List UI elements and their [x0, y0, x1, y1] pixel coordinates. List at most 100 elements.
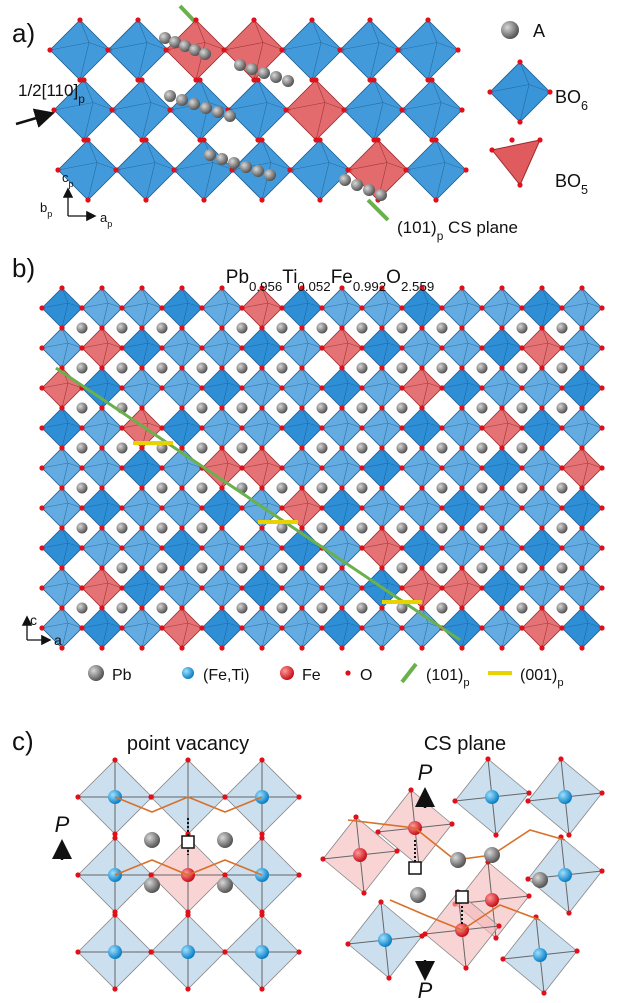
octahedron	[242, 368, 282, 408]
pb-atom	[117, 603, 128, 614]
octahedron	[242, 568, 282, 608]
text-part: BO	[555, 87, 581, 107]
oxygen	[179, 365, 184, 370]
oxygen	[499, 645, 504, 650]
oxygen	[79, 505, 84, 510]
a-site	[282, 75, 294, 87]
oxygen	[425, 17, 430, 22]
legend-fe-ti	[182, 667, 194, 679]
pb-atom	[357, 403, 368, 414]
oxygen	[193, 17, 198, 22]
octahedron	[242, 448, 282, 488]
oxygen	[489, 147, 494, 152]
oxygen	[39, 505, 44, 510]
a-site	[246, 63, 258, 75]
axis-label: ap	[100, 210, 112, 229]
pb-atom	[317, 563, 328, 574]
oxygen	[419, 645, 424, 650]
oxygen	[139, 605, 144, 610]
oxygen	[519, 345, 524, 350]
octahedron	[322, 368, 362, 408]
pb-atom	[77, 443, 88, 454]
oxygen	[319, 425, 324, 430]
element: Ti	[282, 267, 297, 288]
octahedron	[82, 608, 122, 648]
pb-atom	[77, 363, 88, 374]
a-site	[204, 149, 216, 161]
oxygen	[499, 285, 504, 290]
oxygen	[119, 425, 124, 430]
octahedron	[162, 488, 202, 528]
oxygen	[119, 585, 124, 590]
oxygen	[159, 305, 164, 310]
pb-atom	[157, 363, 168, 374]
pb-atom	[157, 563, 168, 574]
a-site	[200, 102, 212, 114]
oxygen	[259, 485, 264, 490]
oxygen	[259, 986, 264, 991]
octahedron	[322, 488, 362, 528]
octahedron	[202, 568, 242, 608]
legend-label: (101)p	[426, 667, 470, 689]
oxygen	[259, 325, 264, 330]
octahedron	[242, 408, 282, 448]
oxygen	[579, 365, 584, 370]
octahedron	[42, 608, 82, 648]
oxygen	[219, 525, 224, 530]
octahedron	[290, 140, 350, 200]
oxygen	[479, 585, 484, 590]
oxygen	[459, 365, 464, 370]
octahedron	[344, 80, 404, 140]
octahedron	[82, 448, 122, 488]
octahedron	[362, 608, 402, 648]
pb-atom	[197, 363, 208, 374]
oxygen	[199, 425, 204, 430]
oxygen	[105, 47, 110, 52]
oxygen	[139, 365, 144, 370]
oxygen	[99, 405, 104, 410]
oxygen	[599, 305, 604, 310]
octahedron	[202, 448, 242, 488]
oxygen	[359, 345, 364, 350]
pb-atom	[357, 443, 368, 454]
oxygen	[559, 425, 564, 430]
oxygen	[499, 445, 504, 450]
oxygen	[539, 605, 544, 610]
octahedron	[82, 568, 122, 608]
oxygen	[179, 645, 184, 650]
pb-atom	[144, 877, 160, 893]
legend-label: A	[533, 21, 545, 41]
pb-atom	[217, 877, 233, 893]
oxygen	[419, 325, 424, 330]
oxygen	[39, 385, 44, 390]
oxygen	[439, 385, 444, 390]
oxygen	[526, 790, 531, 795]
oxygen	[375, 137, 380, 142]
oxygen	[341, 107, 346, 112]
pb-atom	[144, 832, 160, 848]
octahedron	[282, 608, 322, 648]
pb-atom	[237, 403, 248, 414]
pb-atom	[517, 403, 528, 414]
oxygen	[279, 545, 284, 550]
oxygen	[39, 625, 44, 630]
octahedron	[402, 368, 442, 408]
pb-atom	[317, 323, 328, 334]
oxygen	[109, 107, 114, 112]
oxygen	[361, 890, 366, 895]
oxygen	[139, 445, 144, 450]
oxygen	[259, 445, 264, 450]
oxygen	[599, 585, 604, 590]
octahedron	[162, 608, 202, 648]
oxygen	[319, 625, 324, 630]
pb-atom	[277, 403, 288, 414]
shift-arrow	[16, 114, 50, 124]
oxygen	[299, 325, 304, 330]
pb-atom	[77, 403, 88, 414]
octahedron	[362, 528, 402, 568]
oxygen	[541, 990, 546, 995]
octahedron	[362, 288, 402, 328]
text-part: Fe	[302, 667, 321, 684]
pb-atom	[477, 483, 488, 494]
axis-label: c	[30, 612, 37, 628]
